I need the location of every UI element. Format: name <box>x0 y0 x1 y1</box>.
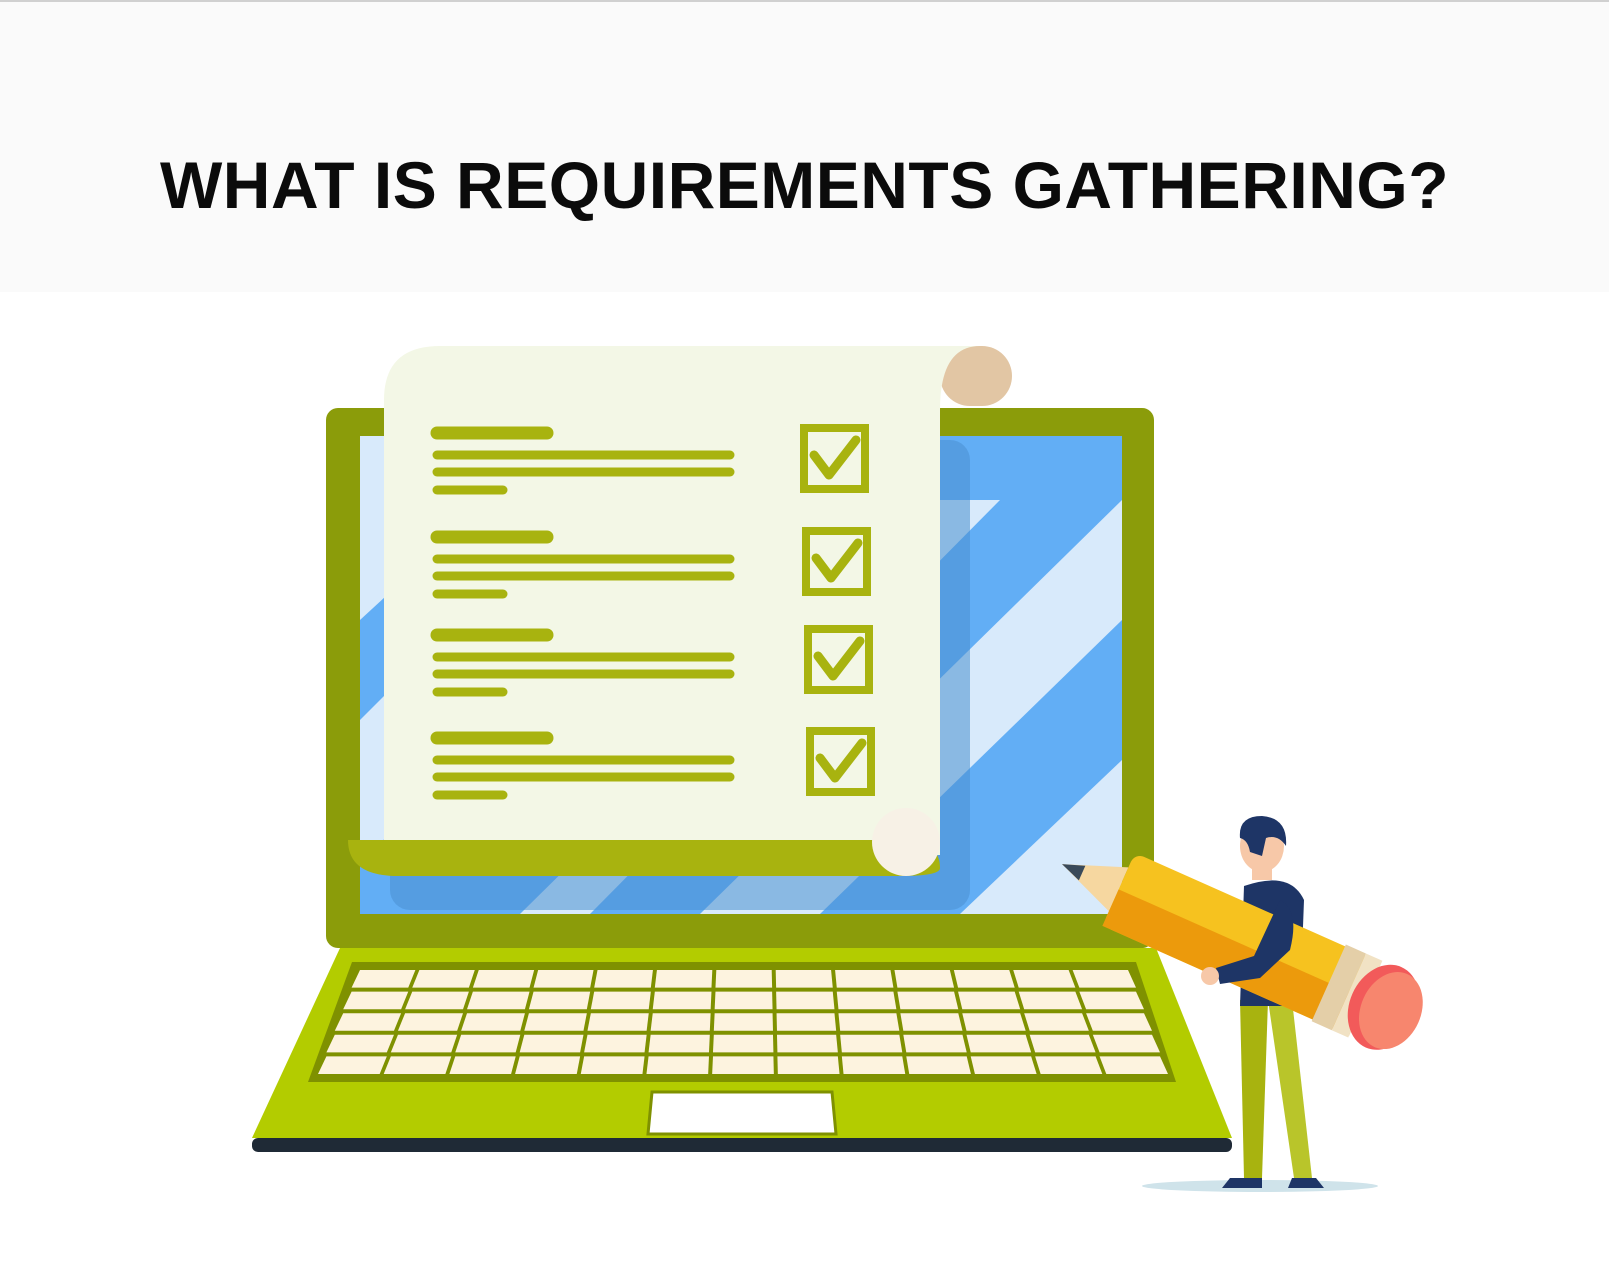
keyboard-key <box>970 1056 1037 1074</box>
trackpad <box>646 1090 838 1136</box>
keyboard-key <box>652 991 712 1010</box>
keyboard-key <box>390 1034 458 1053</box>
keyboard-key <box>966 1034 1032 1053</box>
keyboard-key <box>1029 1034 1096 1053</box>
keyboard-key <box>318 1056 387 1074</box>
keyboard-key <box>715 970 773 988</box>
keyboard-key <box>713 1013 773 1031</box>
keyboard-key <box>590 991 651 1010</box>
keyboard-key <box>412 970 475 988</box>
keyboard-key <box>776 1034 838 1053</box>
keyboard-key <box>580 1056 645 1074</box>
keyboard-key <box>962 1013 1026 1031</box>
keyboard-key <box>351 970 416 988</box>
keyboard-key <box>894 970 955 988</box>
keyboard-key <box>841 1056 906 1074</box>
keyboard-key <box>897 991 959 1010</box>
top-divider <box>0 0 1609 2</box>
checkbox-checked-icon <box>800 424 869 493</box>
keyboard-key <box>528 991 591 1010</box>
keyboard-key <box>587 1013 649 1031</box>
page-title: WHAT IS REQUIREMENTS GATHERING? <box>159 148 1450 222</box>
keyboard-key <box>953 970 1015 988</box>
checkbox-checked-icon <box>802 527 871 596</box>
keyboard-key <box>1079 991 1144 1010</box>
keyboard-key <box>712 1034 774 1053</box>
keyboard-key <box>1035 1056 1103 1074</box>
keyboard-key <box>515 1056 581 1074</box>
checkbox-checked-icon <box>806 727 875 796</box>
keyboard-key <box>467 991 530 1010</box>
keyboard-key <box>836 991 897 1010</box>
keyboard-key <box>835 970 894 988</box>
keyboard-key <box>1024 1013 1089 1031</box>
keyboard-key <box>958 991 1021 1010</box>
keyboard-key <box>326 1034 394 1053</box>
scroll-roll-top <box>940 346 1012 406</box>
keyboard-key <box>334 1013 402 1031</box>
laptop-base <box>252 948 1232 1152</box>
pencil-icon <box>1062 855 1423 1050</box>
keyboard-key <box>524 1013 587 1031</box>
scroll-roll-bottom <box>872 808 940 876</box>
keyboard-key <box>1018 991 1083 1010</box>
keyboard-key <box>1099 1056 1168 1074</box>
keyboard <box>308 962 1176 1082</box>
keyboard-key <box>775 970 833 988</box>
keyboard-key <box>714 991 773 1010</box>
keyboard-key <box>472 970 535 988</box>
checklist-item <box>430 424 869 495</box>
keyboard-key <box>776 991 835 1010</box>
keyboard-key <box>838 1013 900 1031</box>
keyboard-key <box>405 991 469 1010</box>
keyboard-key <box>461 1013 525 1031</box>
keyboard-key <box>1086 1013 1152 1031</box>
keyboard-key <box>519 1034 584 1053</box>
checkbox-checked-icon <box>804 625 873 694</box>
keyboard-key <box>449 1056 516 1074</box>
keyboard-key <box>383 1056 452 1074</box>
keyboard-key <box>906 1056 971 1074</box>
keyboard-key <box>646 1056 709 1074</box>
keyboard-key <box>776 1013 837 1031</box>
keyboard-key <box>1092 1034 1160 1053</box>
keyboard-key <box>712 1056 774 1074</box>
keyboard-key <box>777 1056 840 1074</box>
keyboard-key <box>903 1034 967 1053</box>
keyboard-key <box>533 970 594 988</box>
keyboard-key <box>1072 970 1136 988</box>
checklist-item <box>430 625 873 697</box>
keyboard-key <box>594 970 653 988</box>
keyboard-key <box>654 970 713 988</box>
keyboard-key <box>343 991 409 1010</box>
keyboard-key <box>648 1034 710 1053</box>
checklist-document <box>348 346 1012 876</box>
keyboard-key <box>900 1013 963 1031</box>
keyboard-key <box>840 1034 903 1053</box>
keyboard-key <box>1013 970 1076 988</box>
checklist-item <box>430 727 875 800</box>
checklist-item <box>430 527 871 599</box>
keyboard-key <box>455 1034 521 1053</box>
keyboard-key <box>397 1013 464 1031</box>
person-with-pencil <box>1062 816 1423 1192</box>
scroll-curl-bottom <box>348 840 940 876</box>
keyboard-key <box>584 1034 647 1053</box>
header-band <box>0 2 1609 292</box>
keyboard-key <box>650 1013 711 1031</box>
